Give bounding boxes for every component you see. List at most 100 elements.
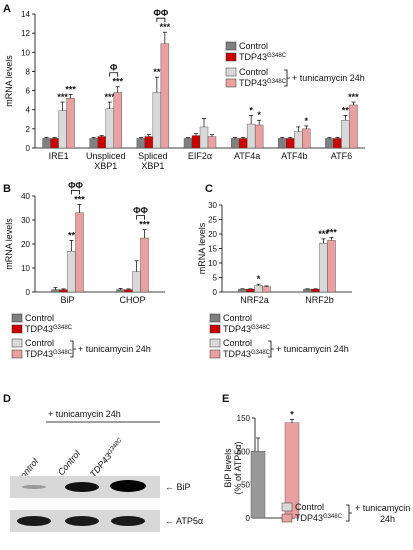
legend-label-tunicamycin: + tunicamycin 24h (292, 73, 365, 83)
bar (303, 288, 312, 293)
legend-panel-a: Control TDP43G348C Control TDP43G348C + … (225, 41, 365, 88)
category-label: CHOP (119, 295, 145, 305)
category-label: NRF2a (240, 295, 269, 305)
legend-brace (70, 340, 76, 358)
bar (250, 451, 266, 519)
bar (246, 123, 256, 149)
bar (262, 286, 271, 293)
y-tick-label: 20 (208, 230, 217, 239)
bar (160, 43, 170, 149)
blot-band (17, 516, 51, 526)
y-tick-label: 14 (21, 10, 30, 19)
legend-panel-b: Control TDP43G348C Control TDP43G348C + … (11, 313, 151, 359)
bar (89, 138, 98, 149)
y-tick-label: 10 (21, 264, 30, 273)
bar (66, 98, 75, 149)
significance-label: * (257, 274, 261, 284)
significance-label: *** (104, 92, 115, 102)
category-label: ATF4a (234, 151, 260, 161)
significance-label: *** (318, 229, 329, 239)
bar (136, 138, 146, 149)
significance-label: *** (112, 77, 123, 87)
legend-panel-e: Control TDP43G348C + tunicamycin 24h (281, 502, 410, 524)
bar (327, 240, 336, 293)
chart-panel-e: 0 50 100 150 BiP levels (% of ATP5α) * (223, 409, 300, 523)
legend-label-tdp: TDP43G348C (25, 324, 73, 334)
legend-swatch-tun-control (209, 338, 221, 348)
bar (302, 128, 311, 149)
y-axis-label: (% of ATP5α) (233, 441, 243, 494)
y-tick-label: 150 (237, 414, 251, 423)
legend-swatch-tun-control (11, 338, 23, 348)
y-tick-label: 20 (21, 240, 30, 249)
bar (238, 288, 247, 293)
bar (51, 289, 60, 293)
significance-label: * (305, 116, 309, 126)
category-label: BiP (60, 295, 74, 305)
bar (113, 92, 122, 149)
legend-swatch-control (11, 313, 23, 323)
bar (278, 138, 287, 149)
y-tick-label: 10 (208, 259, 217, 268)
legend-label-tun-tdp: TDP43G348C (239, 78, 287, 88)
significance-label: *** (74, 194, 85, 204)
category-label: Spliced (138, 151, 168, 161)
legend-label-control: Control (239, 41, 268, 51)
legend-e-label-control: Control (295, 502, 324, 512)
bar (349, 104, 358, 149)
legend-e-brace (346, 504, 352, 522)
bar (105, 108, 114, 149)
legend-brace (268, 340, 274, 358)
bar (191, 135, 201, 149)
legend-label-tun-tdp: TDP43G348C (223, 349, 271, 359)
blot-band (111, 516, 145, 526)
legend-label-tunicamycin: + tunicamycin 24h (78, 344, 151, 354)
significance-label: *** (57, 92, 68, 102)
legend-label-tun-control: Control (223, 338, 252, 348)
bar (59, 289, 68, 293)
significance-bracket (156, 17, 166, 23)
blot-band (22, 485, 46, 489)
legend-e-side: + tunicamycin (355, 503, 410, 513)
bar (124, 289, 133, 293)
legend-swatch-tdp (225, 52, 237, 62)
legend-swatch-e-control (281, 502, 293, 512)
bar (325, 138, 334, 149)
blot-band-label-bip: ← BiP (165, 482, 191, 492)
bracket-label: ΦΦ (133, 206, 148, 216)
significance-label: *** (160, 22, 171, 32)
legend-label-control: Control (223, 313, 252, 323)
y-tick-label: 4 (26, 106, 31, 115)
legend-swatch-e-tdp (281, 513, 293, 523)
y-tick-label: 12 (21, 29, 30, 38)
bar (230, 138, 240, 149)
y-tick-label: 30 (208, 201, 217, 210)
y-axis-label: mRNA levels (4, 55, 14, 107)
panel-letter-b: B (3, 183, 11, 195)
significance-label: *** (326, 227, 337, 237)
legend-brace (284, 69, 290, 87)
y-axis-label: mRNA levels (4, 218, 14, 270)
panel-letter-d: D (3, 393, 11, 405)
category-label: NRF2b (305, 295, 334, 305)
significance-label: * (249, 105, 253, 115)
bar (341, 120, 350, 149)
significance-label: ** (68, 230, 76, 240)
significance-label: * (290, 409, 294, 419)
y-tick-label: 30 (21, 216, 30, 225)
category-label: ATF4b (281, 151, 307, 161)
legend-swatch-control (225, 41, 237, 51)
blot-band (110, 480, 146, 492)
significance-bracket (109, 72, 119, 77)
legend-panel-c: Control TDP43G348C Control TDP43G348C + … (209, 313, 349, 359)
bar (207, 136, 217, 149)
bar (116, 289, 125, 293)
western-blot-panel: + tunicamycin 24h Control Control TDP43G… (10, 409, 203, 532)
y-tick-label: 6 (26, 87, 31, 96)
bar (254, 124, 264, 149)
category-label: ATF6 (331, 151, 352, 161)
y-tick-label: 0 (213, 288, 218, 297)
